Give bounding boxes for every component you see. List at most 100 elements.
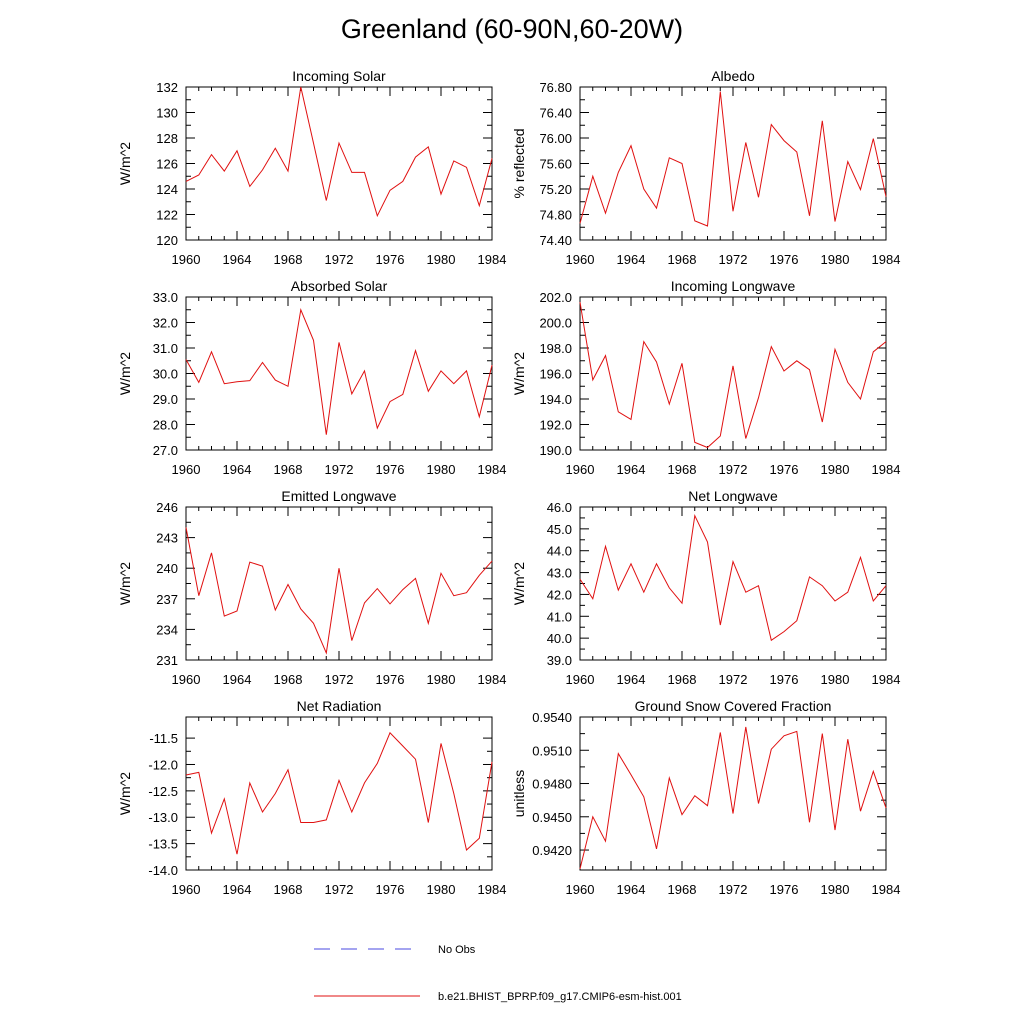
y-tick-label: -12.0 [148,757,178,772]
y-tick-label: 0.9420 [532,843,572,858]
panel-title: Albedo [711,68,755,84]
series-line [185,308,493,435]
page-title: Greenland (60-90N,60-20W) [340,14,684,44]
y-tick-label: 200.0 [539,316,572,331]
y-tick-label: 31.0 [153,341,178,356]
x-tick-label: 1972 [325,882,354,897]
x-tick-label: 1980 [427,672,456,687]
panel-5: Emitted Longwave W/m^2 1960 1964 1968 1972 197… [117,488,506,687]
x-tick-label: 1984 [872,462,901,477]
y-axis-label: W/m^2 [117,352,133,395]
y-tick-label: 240 [156,561,178,576]
x-tick-label: 1960 [566,672,595,687]
y-tick-label: 42.0 [547,587,572,602]
x-tick-label: 1968 [274,882,303,897]
y-tick-label: -12.5 [148,784,178,799]
x-tick-label: 1972 [719,462,748,477]
panel-title: Absorbed Solar [291,278,388,294]
y-axis-label: % reflected [511,128,527,198]
y-axis-label: W/m^2 [117,142,133,185]
x-tick-label: 1984 [478,462,507,477]
y-tick-label: 43.0 [547,566,572,581]
panel-title: Ground Snow Covered Fraction [635,698,832,714]
x-tick-label: 1972 [325,462,354,477]
panel-title: Net Longwave [688,488,778,504]
x-tick-label: 1960 [172,462,201,477]
panel-title: Incoming Solar [292,68,386,84]
y-tick-label: 243 [156,531,178,546]
y-tick-label: 132 [156,80,178,95]
x-tick-label: 1976 [376,462,405,477]
panel-1: Incoming Solar W/m^2 1960 1964 1968 1972 1976 1… [117,68,506,267]
y-tick-label: 76.40 [539,106,572,121]
x-tick-label: 1968 [274,252,303,267]
panel-frame [579,296,887,451]
x-tick-label: 1972 [719,672,748,687]
y-tick-label: -11.5 [149,731,178,746]
y-axis-label: unitless [511,770,527,817]
x-tick-label: 1980 [427,882,456,897]
x-tick-label: 1960 [172,252,201,267]
x-tick-label: 1976 [376,882,405,897]
y-tick-label: 75.20 [539,182,572,197]
panel-frame [185,506,493,661]
y-tick-label: 32.0 [153,316,178,331]
y-tick-label: 231 [156,653,178,668]
panel-7: Net Radiation W/m^2 1960 1964 1968 1972 1976 19… [117,698,506,897]
series-line [579,302,887,449]
x-tick-label: 1968 [668,672,697,687]
x-tick-label: 1980 [427,252,456,267]
x-tick-label: 1976 [376,672,405,687]
y-tick-label: 190.0 [539,443,572,458]
x-tick-label: 1972 [325,672,354,687]
x-tick-label: 1964 [617,462,646,477]
y-tick-label: -14.0 [148,863,178,878]
panel-6: Net Longwave W/m^2 1960 1964 1968 1972 1976 198… [511,488,900,687]
x-tick-label: 1960 [566,252,595,267]
y-axis-label: W/m^2 [511,352,527,395]
x-tick-label: 1972 [325,252,354,267]
y-tick-label: -13.0 [148,810,178,825]
y-tick-label: 46.0 [547,500,572,515]
x-tick-label: 1984 [478,252,507,267]
y-tick-label: 246 [156,500,178,515]
y-tick-label: 44.0 [547,544,572,559]
y-tick-label: 33.0 [153,290,178,305]
x-tick-label: 1984 [872,252,901,267]
y-tick-label: 126 [156,157,178,172]
panel-title: Emitted Longwave [281,488,396,504]
panel-2: Albedo % reflected 1960 1964 1968 1972 1976 198… [511,68,900,267]
x-tick-label: 1976 [770,252,799,267]
y-tick-label: 122 [156,208,178,223]
panel-frame [579,506,887,661]
y-tick-label: 76.80 [539,80,572,95]
x-tick-label: 1968 [668,252,697,267]
y-tick-label: 29.0 [153,392,178,407]
x-tick-label: 1984 [478,882,507,897]
x-tick-label: 1980 [821,882,850,897]
y-tick-label: 120 [156,233,178,248]
y-tick-label: 74.40 [539,233,572,248]
y-tick-label: -13.5 [148,837,178,852]
series-line [185,527,493,655]
series-line [185,86,493,218]
y-tick-label: 45.0 [547,522,572,537]
x-tick-label: 1980 [821,252,850,267]
x-tick-label: 1968 [668,882,697,897]
y-tick-label: 40.0 [547,631,572,646]
x-tick-label: 1968 [668,462,697,477]
x-tick-label: 1980 [427,462,456,477]
x-tick-label: 1984 [872,672,901,687]
y-tick-label: 39.0 [547,653,572,668]
x-tick-label: 1972 [719,252,748,267]
x-tick-label: 1964 [223,252,252,267]
legend: No Obs b.e21.BHIST_BPRP.f09_g17.CMIP6-es… [314,944,682,1003]
y-tick-label: 0.9450 [532,810,572,825]
chart-panels: Incoming Solar W/m^2 1960 1964 1968 1972 1976 1… [117,68,900,897]
y-tick-label: 0.9540 [532,710,572,725]
y-axis-label: W/m^2 [117,772,133,815]
legend-label-obs: No Obs [438,944,476,956]
y-tick-label: 0.9510 [532,743,572,758]
x-tick-label: 1984 [478,672,507,687]
